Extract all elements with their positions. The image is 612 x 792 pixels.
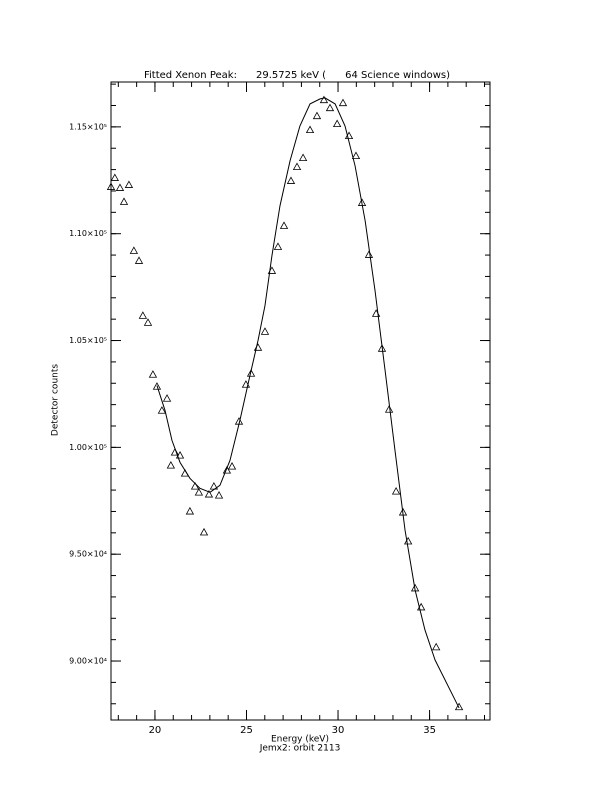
data-point <box>227 462 237 470</box>
fit-line <box>156 97 460 709</box>
data-point <box>110 173 120 181</box>
data-point <box>157 406 167 414</box>
x-tick-label: 30 <box>332 725 345 736</box>
y-tick-label: 1.10×10⁵ <box>69 229 107 238</box>
data-point <box>143 318 153 326</box>
data-point <box>115 183 125 191</box>
data-point <box>214 490 224 499</box>
data-point <box>194 487 204 496</box>
y-tick-label: 1.00×10⁵ <box>69 443 107 452</box>
data-point <box>403 536 413 545</box>
data-point <box>325 103 335 112</box>
data-point <box>222 466 232 474</box>
data-point <box>384 405 394 413</box>
data-point <box>185 506 195 515</box>
data-point <box>138 311 148 319</box>
data-point <box>454 702 464 711</box>
x-tick-label: 20 <box>149 725 162 736</box>
data-point <box>204 489 214 498</box>
data-point <box>338 98 348 107</box>
data-point <box>166 461 176 469</box>
data-point <box>312 111 322 120</box>
plot-frame <box>110 81 491 721</box>
data-point <box>351 151 361 160</box>
data-point <box>106 182 116 190</box>
data-point <box>148 370 158 378</box>
data-point <box>286 176 296 184</box>
data-point <box>279 221 289 229</box>
data-point <box>134 256 144 264</box>
data-point <box>152 382 162 390</box>
data-point <box>319 95 329 104</box>
data-point <box>377 344 387 352</box>
data-point <box>391 486 401 495</box>
data-point <box>190 481 200 490</box>
y-tick-label: 1.05×10⁵ <box>69 336 107 345</box>
y-tick-label: 9.50×10⁴ <box>69 550 107 559</box>
data-point <box>119 197 129 205</box>
x-tick-label: 35 <box>423 725 436 736</box>
data-point <box>260 327 270 335</box>
y-axis-label: Detector counts <box>51 364 61 436</box>
subtitle: Jemx2: orbit 2113 <box>259 744 341 754</box>
data-point <box>364 250 374 258</box>
y-tick-label: 1.15×10⁵ <box>69 122 107 131</box>
y-tick-label: 9.00×10⁴ <box>69 657 107 666</box>
x-tick-label: 25 <box>240 725 253 736</box>
data-point <box>273 242 283 250</box>
chart-title: Fitted Xenon Peak: 29.5725 keV ( 64 Scie… <box>144 70 450 81</box>
data-point <box>431 642 441 651</box>
x-axis-label: Energy (keV) <box>271 735 329 745</box>
data-point <box>129 246 139 254</box>
data-point <box>246 369 256 377</box>
data-point <box>332 119 342 128</box>
data-point <box>292 162 302 171</box>
data-point <box>305 125 315 134</box>
data-point <box>175 451 185 459</box>
data-point <box>199 527 209 536</box>
data-point <box>162 394 172 402</box>
data-point <box>298 153 308 162</box>
data-point <box>124 180 134 188</box>
